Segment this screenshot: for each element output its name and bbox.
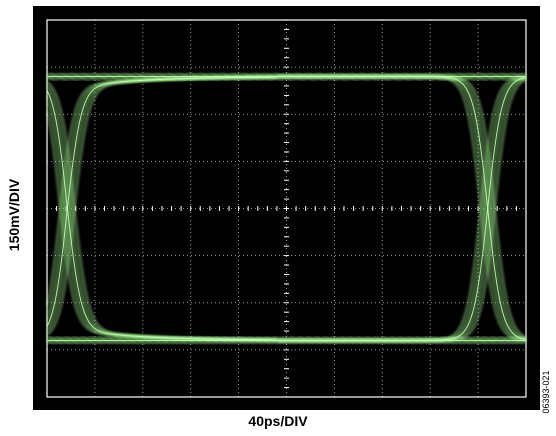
eye-traces xyxy=(46,71,527,346)
eye-diagram-plot xyxy=(46,19,527,398)
oscilloscope-screen xyxy=(33,6,540,410)
high-rail-trace xyxy=(46,71,527,76)
x-axis-label: 40ps/DIV xyxy=(248,413,308,429)
low-rail-trace xyxy=(46,340,527,344)
y-axis-label: 150mV/DIV xyxy=(6,178,22,252)
grid xyxy=(46,19,527,398)
high-rail-trace xyxy=(46,73,527,77)
edge-core-trace xyxy=(46,90,277,341)
low-rail-trace xyxy=(46,339,527,344)
edge-core-trace xyxy=(46,76,277,327)
figure-id: 06393-021 xyxy=(541,370,551,414)
